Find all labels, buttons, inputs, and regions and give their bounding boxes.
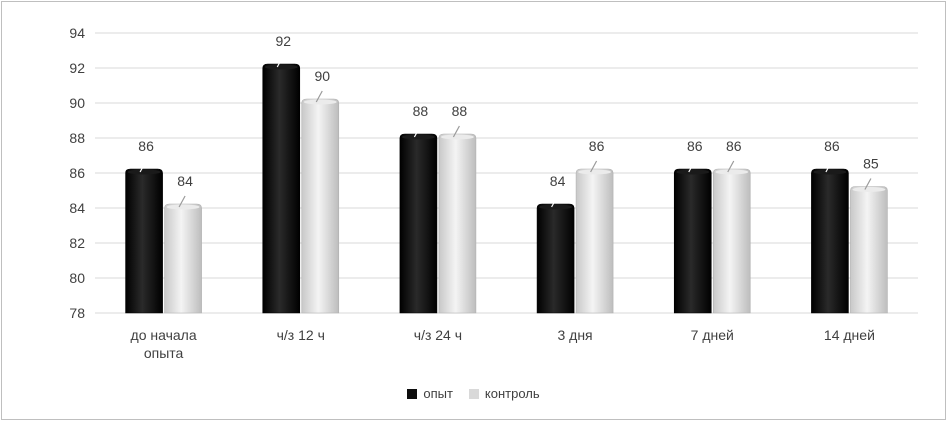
data-label-leader (864, 178, 872, 190)
data-label: 88 (452, 103, 468, 119)
y-tick-label: 90 (69, 95, 85, 111)
data-label: 84 (177, 173, 193, 189)
data-label-leader (413, 125, 421, 138)
bar-opyt (125, 168, 163, 314)
y-tick-label: 94 (69, 25, 85, 41)
bar-kontrol (164, 203, 202, 314)
legend-label-kontrol: контроль (484, 386, 540, 401)
x-tick-label: ч/з 24 ч (414, 327, 462, 343)
x-tick-label: 7 дней (691, 327, 734, 343)
data-label: 85 (863, 156, 879, 172)
data-label-leader (551, 195, 559, 208)
legend-label-opyt: опыт (423, 386, 453, 401)
data-label-leader (727, 160, 735, 173)
x-tick-label: 14 дней (824, 327, 875, 343)
y-tick-label: 88 (69, 130, 85, 146)
data-label: 86 (687, 138, 703, 154)
legend-item-kontrol: контроль (468, 386, 540, 401)
bar-opyt (262, 63, 301, 314)
y-tick-label: 78 (69, 305, 85, 321)
bar-opyt (673, 168, 712, 314)
data-label-leader (825, 160, 833, 173)
bar-kontrol (850, 186, 888, 314)
data-label-leader (452, 125, 460, 138)
grid-lines (95, 32, 918, 314)
data-label-leader (590, 160, 598, 173)
data-label: 92 (275, 33, 291, 49)
x-tick-label: 3 дня (557, 327, 592, 343)
data-label: 86 (824, 138, 840, 154)
legend: опыт контроль (0, 386, 947, 401)
data-label: 86 (138, 138, 154, 154)
data-label: 86 (726, 138, 742, 154)
bar-opyt (399, 133, 438, 314)
data-label-leader (688, 160, 696, 173)
bar-opyt (811, 168, 849, 314)
y-tick-label: 82 (69, 235, 85, 251)
bar-kontrol (712, 168, 751, 314)
data-label: 84 (550, 173, 566, 189)
data-label-leader (139, 160, 147, 173)
x-axis: до начала опыта ч/з 12 ч ч/з 24 ч 3 дня 7 дне… (131, 327, 875, 361)
y-tick-label: 84 (69, 200, 85, 216)
x-tick-label: до начала опыта (131, 327, 197, 361)
data-label: 90 (314, 68, 330, 84)
y-tick-label: 92 (69, 60, 85, 76)
legend-swatch-opyt (407, 388, 418, 399)
data-label-leader (315, 90, 323, 103)
y-axis: 78 80 82 84 86 88 90 92 94 (69, 25, 85, 321)
legend-item-opyt: опыт (407, 386, 453, 401)
bars (125, 63, 888, 314)
y-tick-label: 80 (69, 270, 85, 286)
data-label-leader (178, 195, 186, 208)
data-labels: 86 84 92 90 88 88 84 86 86 86 86 85 (138, 33, 879, 208)
y-tick-label: 86 (69, 165, 85, 181)
bar-opyt (536, 203, 575, 314)
bar-kontrol (438, 133, 477, 314)
data-label: 86 (589, 138, 605, 154)
bar-kontrol (575, 168, 614, 314)
legend-swatch-kontrol (468, 388, 479, 399)
x-tick-label: ч/з 12 ч (277, 327, 325, 343)
data-label: 88 (413, 103, 429, 119)
bar-kontrol (301, 98, 340, 314)
data-label-leader (276, 55, 284, 68)
